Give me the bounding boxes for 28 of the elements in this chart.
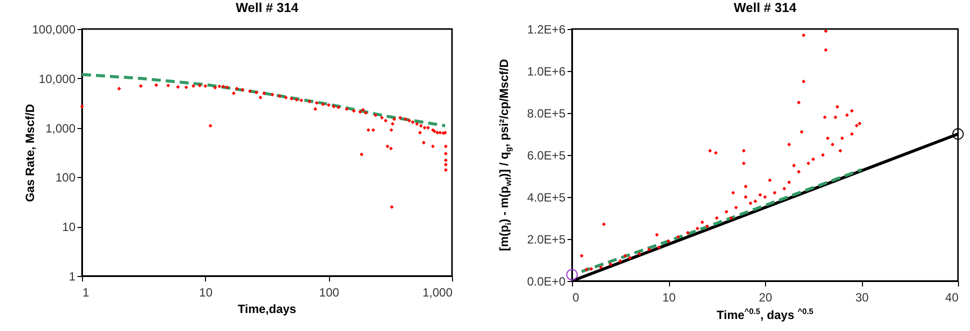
- y-tick-label: 10: [62, 220, 76, 234]
- x-tick-label: 0: [572, 290, 580, 304]
- x-tick-label: 10: [662, 290, 676, 304]
- x-tick-label: 20: [758, 290, 772, 304]
- x-axis-title: Time,days: [238, 302, 296, 316]
- y-tick-label: 1: [68, 270, 76, 284]
- y-tick-label: 1.2E+6: [527, 22, 566, 36]
- y-tick-label: 6.0E+5: [527, 148, 566, 162]
- y-tick-label: 2.0E+5: [527, 232, 566, 246]
- y-tick-label: 1.0E+6: [527, 64, 566, 78]
- y-tick-label: 10,000: [38, 72, 76, 86]
- y-axis-title: Gas Rate, Mscf/D: [23, 103, 37, 202]
- y-tick-label: 100: [55, 170, 76, 185]
- y-tick-label: 100,000: [32, 22, 76, 36]
- y-tick-label: 0.0E+0: [527, 274, 566, 288]
- x-tick-label: 30: [855, 290, 869, 304]
- x-tick-label: 100: [319, 286, 340, 300]
- y-tick-label: 1,000: [45, 121, 76, 136]
- x-tick-label: 40: [945, 290, 959, 304]
- line-series: [580, 168, 863, 274]
- chart-title: Well # 314: [236, 0, 300, 15]
- x-tick-label: 10: [199, 286, 213, 300]
- x-tick-label: 1,000: [422, 286, 453, 300]
- y-tick-label: 4.0E+5: [527, 190, 566, 204]
- x-axis-title: Time$^{^0.5}$, days $^{^0.5}$: [716, 307, 814, 322]
- x-tick-label: 1: [82, 286, 90, 300]
- y-tick-label: 8.0E+5: [527, 106, 566, 120]
- chart-title: Well # 314: [734, 0, 798, 15]
